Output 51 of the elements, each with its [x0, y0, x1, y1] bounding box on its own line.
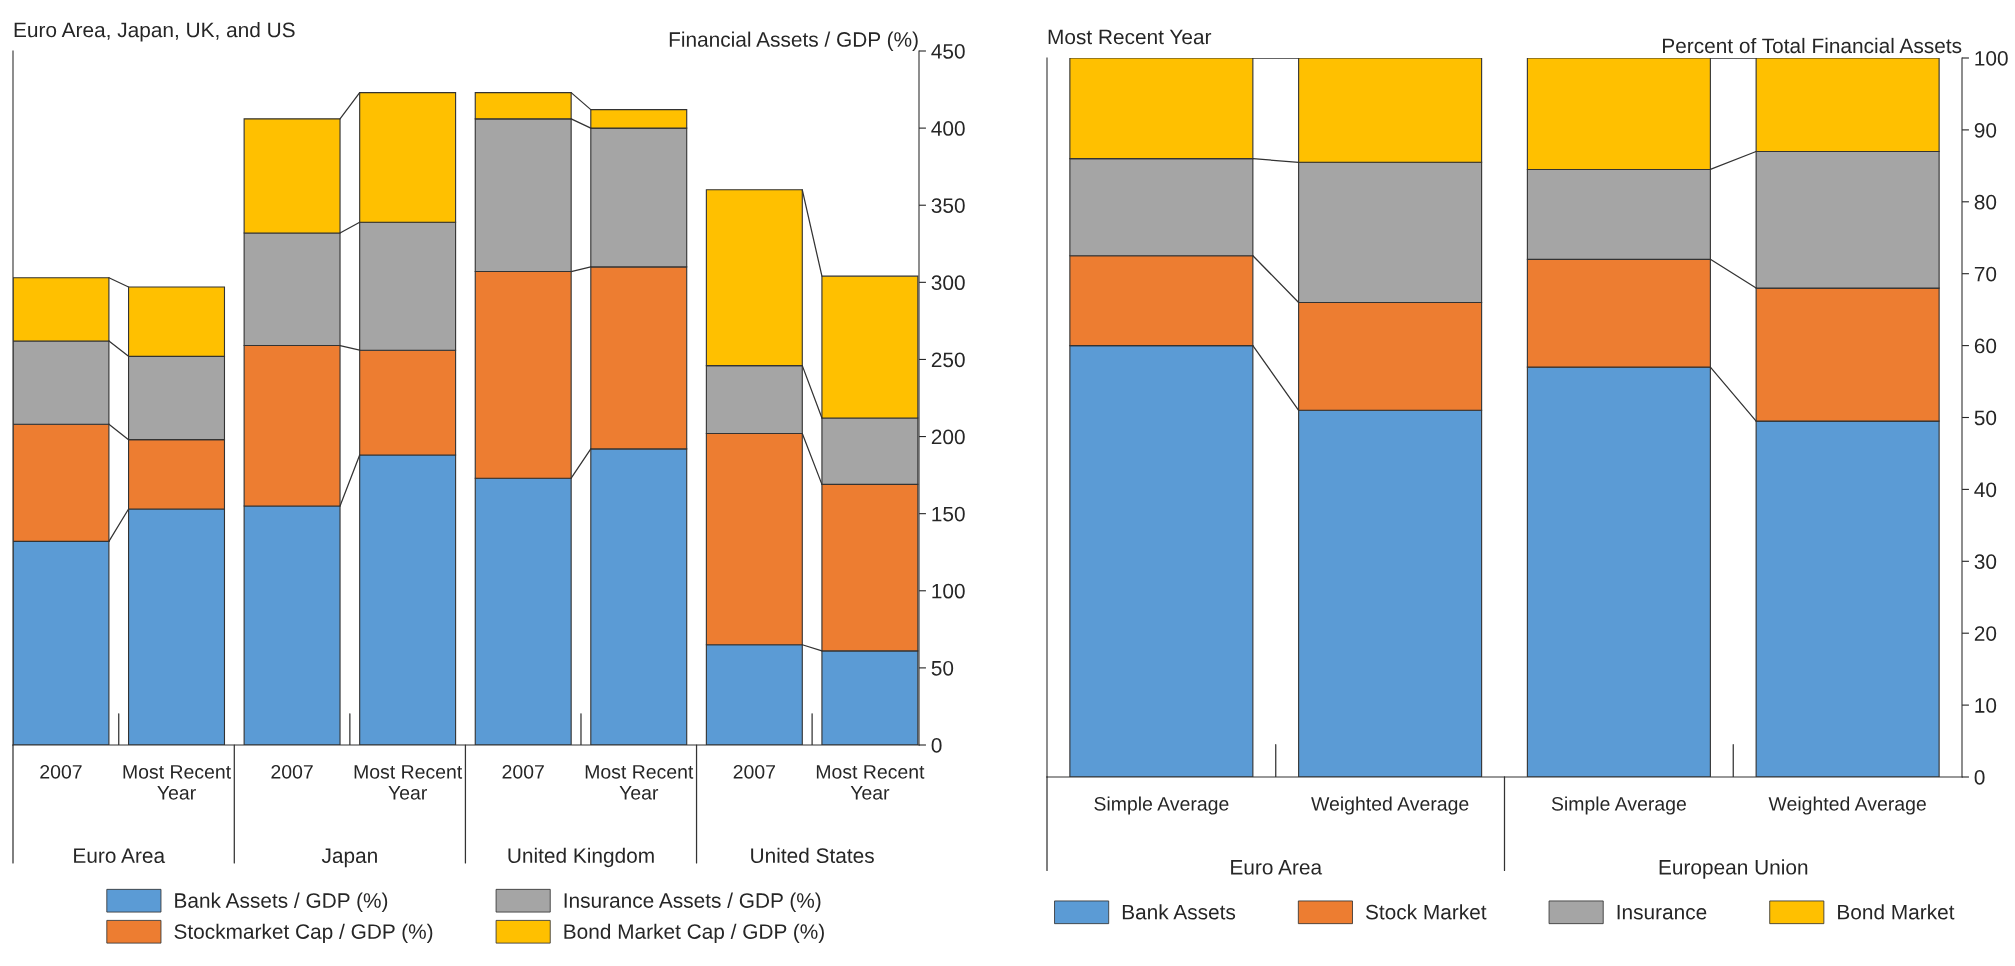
x-tick-label: Simple Average [1551, 796, 1686, 815]
chart-title: Most Recent Year [1048, 29, 1212, 45]
y-tick-label: 450 [931, 44, 965, 59]
legend-label: Bank Assets [1122, 904, 1236, 920]
legend-label: Bond Market [1838, 904, 1955, 920]
y-tick-label: 80 [1974, 194, 1997, 210]
x-tick-label: 2007 [733, 764, 775, 779]
y-tick-label: 40 [1974, 482, 1997, 498]
legend-label: Insurance Assets / GDP (%) [564, 892, 821, 913]
x-tick-label: Weighted Average [1768, 796, 1926, 815]
x-tick-label: Most Recent Year [816, 765, 925, 800]
y-tick-label: 100 [932, 583, 965, 599]
legend-label: Stockmarket Cap / GDP (%) [174, 923, 433, 944]
text: United States [751, 847, 874, 864]
y-tick-label: 70 [1974, 266, 1997, 282]
y-tick-label: 350 [931, 198, 965, 213]
y-tick-label: 400 [931, 121, 965, 136]
y-tick-label: 150 [932, 506, 965, 522]
y-tick-label: 100 [1975, 51, 2008, 66]
x-tick-label: Most Recent Year [354, 765, 463, 800]
text: United Kingdom [508, 847, 654, 868]
text: Japan [321, 848, 377, 868]
y-tick-label: 300 [931, 275, 965, 291]
y-tick-label: 30 [1974, 554, 1997, 570]
y-tick-label: 200 [931, 429, 965, 445]
y-tick-label: 0 [931, 738, 942, 753]
legend-label: Bond Market Cap / GDP (%) [564, 923, 824, 944]
x-tick-label: Simple Average [1094, 796, 1229, 815]
legend-label: Bank Assets / GDP (%) [175, 892, 388, 913]
y-tick-label: 250 [931, 352, 965, 368]
y-axis-title: Percent of Total Financial Assets [1663, 37, 1962, 54]
y-tick-label: 50 [1974, 410, 1997, 426]
x-tick-label: 2007 [40, 764, 82, 779]
x-tick-label: Most Recent Year [123, 765, 231, 800]
legend-label: Insurance [1617, 904, 1707, 920]
y-tick-label: 0 [1974, 770, 1985, 785]
x-tick-label: 2007 [502, 764, 544, 779]
y-tick-label: 60 [1974, 338, 1997, 354]
x-tick-label: Most Recent Year [585, 765, 694, 800]
legend-label: Stock Market [1365, 904, 1487, 920]
y-axis-title: Financial Assets / GDP (%) [669, 31, 918, 51]
chart-title: Euro Area, Japan, UK, and US [14, 22, 295, 42]
y-tick-label: 20 [1974, 626, 1997, 641]
text: European Union [1659, 859, 1808, 879]
x-tick-label: Weighted Average [1311, 796, 1469, 815]
text: Euro Area [74, 848, 166, 864]
y-tick-label: 50 [931, 660, 954, 676]
x-tick-label: 2007 [271, 764, 313, 779]
y-tick-label: 90 [1974, 122, 1997, 138]
text: Euro Area [1231, 860, 1323, 875]
y-tick-label: 10 [1975, 698, 1997, 713]
